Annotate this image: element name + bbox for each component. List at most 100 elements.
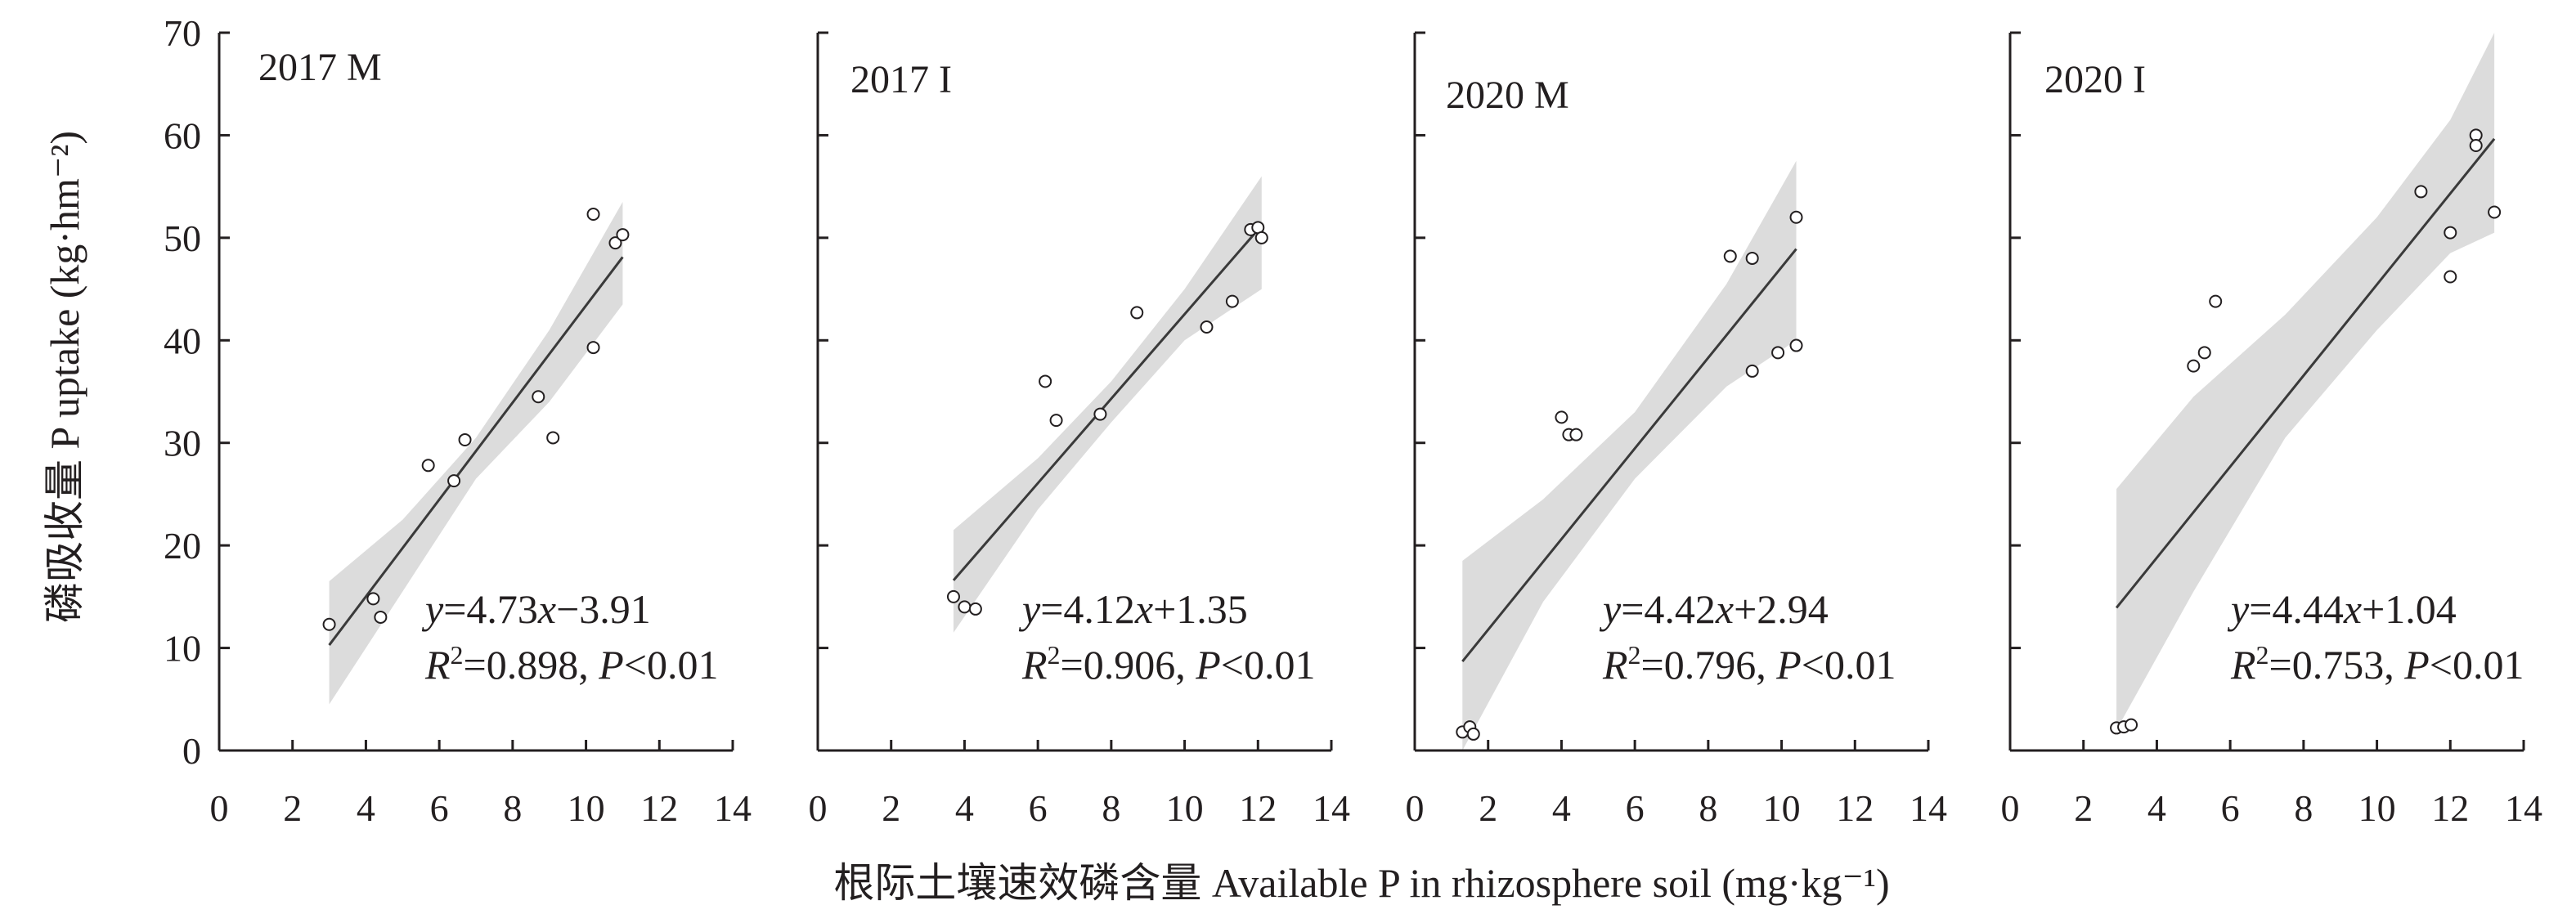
data-point (421, 459, 435, 473)
x-tick-label: 14 (1313, 787, 1350, 829)
data-point (1200, 320, 1214, 334)
x-tick-label: 0 (210, 787, 229, 829)
panel-label: 2020 I (2044, 58, 2146, 101)
data-point (1555, 410, 1568, 424)
data-point (2209, 294, 2223, 308)
x-axis-title: 根际土壤速效磷含量 Available P in rhizosphere soi… (833, 860, 1889, 906)
x-tick-label: 12 (640, 787, 678, 829)
x-tick-label: 14 (714, 787, 752, 829)
data-point (1745, 251, 1759, 265)
x-tick-label: 0 (2001, 787, 2020, 829)
data-point (2444, 226, 2457, 240)
y-tick-label: 40 (164, 320, 201, 361)
regression-line (2115, 137, 2496, 609)
x-tick-label: 2 (882, 787, 900, 829)
x-tick-label: 2 (2074, 787, 2093, 829)
regression-line (328, 256, 624, 646)
data-point (1225, 294, 1239, 308)
data-point (608, 236, 622, 250)
x-tick-label: 14 (2505, 787, 2542, 829)
regression-line (952, 224, 1263, 581)
data-point (1093, 407, 1107, 421)
x-tick-label: 8 (1699, 787, 1717, 829)
x-tick-label: 4 (2147, 787, 2166, 829)
data-point (616, 228, 630, 242)
regression-stats: R2=0.753, P<0.01 (2230, 640, 2524, 688)
panel-1: 0 2 4 6 8 10 12 14 2017 I y=4.12x+1.35 R2=0.906, P… (809, 31, 1350, 829)
regression-stats: R2=0.796, P<0.01 (1602, 640, 1896, 688)
x-tick-label: 6 (1626, 787, 1645, 829)
x-tick-label: 10 (568, 787, 605, 829)
x-tick-label: 8 (2294, 787, 2313, 829)
x-tick-label: 6 (430, 787, 449, 829)
x-tick-label: 12 (1239, 787, 1277, 829)
x-tick-label: 6 (1029, 787, 1048, 829)
data-point (586, 208, 600, 222)
x-tick-label: 10 (1166, 787, 1204, 829)
data-point (1039, 374, 1052, 388)
data-point (546, 431, 560, 445)
x-tick-label: 4 (357, 787, 375, 829)
panel-label: 2017 M (258, 46, 382, 89)
x-tick-label: 12 (2431, 787, 2469, 829)
x-tick-label: 2 (1479, 787, 1497, 829)
data-point (1254, 231, 1268, 244)
data-point (946, 589, 960, 603)
data-point (2488, 205, 2502, 219)
data-point (2125, 718, 2138, 732)
x-tick-label: 0 (809, 787, 828, 829)
x-tick-label: 6 (2221, 787, 2240, 829)
x-tick-label: 10 (2358, 787, 2396, 829)
y-tick-label: 0 (182, 730, 201, 772)
regression-stats: R2=0.906, P<0.01 (1021, 640, 1316, 688)
regression-equation: y=4.44x+1.04 (2227, 586, 2457, 632)
x-tick-label: 10 (1763, 787, 1801, 829)
confidence-band (329, 201, 623, 705)
data-point (1723, 249, 1737, 263)
data-point (586, 341, 600, 355)
x-tick-label: 4 (1552, 787, 1571, 829)
data-point (322, 617, 336, 631)
data-point (532, 390, 545, 404)
y-tick-label: 20 (164, 525, 201, 567)
panel-label: 2020 M (1446, 74, 1569, 117)
panel-2: 0 2 4 6 8 10 12 14 2020 M y=4.42x+2.94 R2=0.796, P… (1406, 31, 1947, 829)
data-point (2187, 359, 2201, 373)
data-point (1466, 727, 1480, 741)
data-point (374, 610, 388, 624)
data-point (458, 432, 472, 446)
data-point (2444, 270, 2457, 284)
data-point (447, 474, 461, 488)
x-tick-label: 2 (283, 787, 302, 829)
regression-equation: y=4.42x+2.94 (1599, 586, 1829, 632)
x-tick-label: 12 (1836, 787, 1874, 829)
regression-equation: y=4.73x−3.91 (421, 586, 651, 632)
panel-3: 0 2 4 6 8 10 12 14 2020 I y=4.44x+1.04 R2=0.753, P… (2001, 31, 2542, 829)
y-tick-label: 30 (164, 423, 201, 464)
x-tick-label: 14 (1910, 787, 1947, 829)
regression-line (1461, 248, 1797, 662)
data-point (958, 600, 972, 614)
regression-equation: y=4.12x+1.35 (1018, 586, 1248, 632)
data-point (968, 602, 982, 616)
data-point (1789, 210, 1803, 224)
y-axis-title: 磷吸收量 P uptake (kg·hm⁻²) (42, 131, 88, 623)
x-tick-label: 8 (503, 787, 522, 829)
data-point (1789, 338, 1803, 352)
data-point (2197, 346, 2211, 360)
y-tick-label: 70 (164, 12, 201, 54)
panel-0: 0 10 20 30 40 50 60 70 0 2 4 6 8 10 12 14 2017 M y=4.73x−… (164, 12, 752, 829)
panel-label: 2017 I (850, 58, 952, 101)
regression-stats: R2=0.898, P<0.01 (424, 640, 719, 688)
data-point (1569, 428, 1583, 441)
data-point (2469, 138, 2483, 152)
data-point (2414, 185, 2428, 199)
y-tick-label: 50 (164, 217, 201, 259)
x-tick-label: 4 (955, 787, 974, 829)
data-point (366, 592, 380, 606)
y-tick-label: 60 (164, 114, 201, 156)
data-point (1745, 364, 1759, 378)
x-tick-label: 0 (1406, 787, 1425, 829)
